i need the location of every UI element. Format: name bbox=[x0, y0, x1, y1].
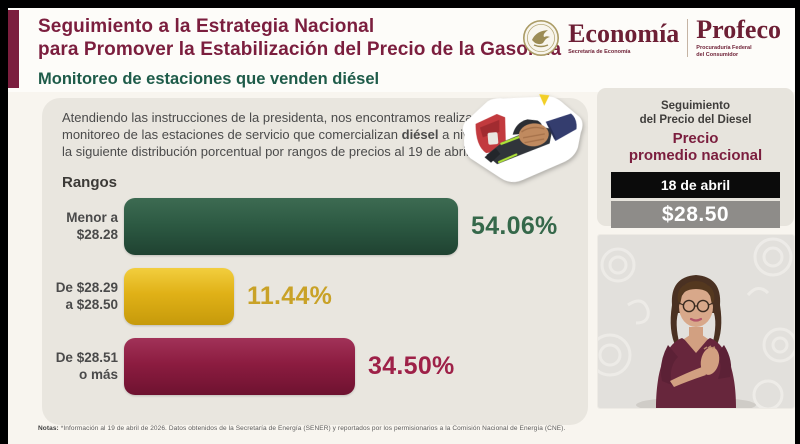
profeco-logo-text: Profeco bbox=[696, 15, 781, 44]
footnote-label: Notas: bbox=[38, 425, 59, 432]
bar-label-line1: Menor a bbox=[66, 209, 118, 225]
header-band: Seguimiento a la Estrategia Nacional par… bbox=[8, 8, 795, 92]
bar-label: De $28.29 a $28.50 bbox=[42, 280, 118, 314]
page-title: Seguimiento a la Estrategia Nacional par… bbox=[38, 15, 561, 61]
economia-logo-subtext: Secretaría de Economía bbox=[568, 48, 631, 55]
page-subtitle: Monitoreo de estaciones que venden diése… bbox=[38, 70, 380, 88]
bar-label-line2: a $28.50 bbox=[65, 296, 118, 312]
price-card-heading-line2: del Precio del Diesel bbox=[639, 114, 752, 127]
intro-bold-word: diésel bbox=[401, 127, 439, 143]
intro-text-before: Atendiendo las instrucciones de la presi… bbox=[62, 110, 513, 143]
bar-segment bbox=[124, 198, 458, 255]
chart-title: Rangos bbox=[62, 174, 118, 191]
price-card-subheading-line1: Precio bbox=[672, 129, 719, 147]
price-badge: $28.50 bbox=[611, 201, 780, 229]
price-summary-card: Seguimiento del Precio del Diesel Precio… bbox=[597, 88, 794, 229]
profeco-logo-subtext: Procuraduría Federal del Consumidor bbox=[696, 45, 751, 59]
profeco-logo: Profeco Procuraduría Federal del Consumi… bbox=[696, 17, 781, 59]
bar-value-label: 34.50% bbox=[368, 352, 455, 380]
logos: Economía Secretaría de Economía Profeco … bbox=[522, 17, 781, 59]
logo-divider bbox=[687, 19, 689, 58]
page-title-line2: para Promover la Estabilización del Prec… bbox=[38, 39, 562, 61]
profeco-logo-subtext-line1: Procuraduría Federal bbox=[696, 45, 752, 51]
economia-logo-text: Economía bbox=[568, 18, 680, 48]
bar-value-label: 11.44% bbox=[247, 282, 333, 310]
sign-language-interpreter-video bbox=[598, 235, 794, 408]
bar-label-line2: o más bbox=[78, 366, 118, 382]
bar-chart: Menor a $28.28 54.06% De $28.29 a $28.50… bbox=[42, 198, 588, 408]
chart-row-medio: De $28.29 a $28.50 11.44% bbox=[42, 268, 588, 325]
economia-logo: Economía Secretaría de Economía bbox=[568, 18, 680, 56]
price-card-heading: Seguimiento del Precio del Diesel bbox=[597, 99, 794, 128]
accent-stripe bbox=[8, 10, 19, 88]
page-title-line1: Seguimiento a la Estrategia Nacional bbox=[38, 16, 375, 37]
bar-segment bbox=[124, 268, 234, 325]
price-card-subheading-line2: promedio nacional bbox=[628, 147, 763, 164]
chart-row-mayor: De $28.51 o más 34.50% bbox=[42, 338, 588, 395]
bar-segment bbox=[124, 338, 355, 395]
bar-label: De $28.51 o más bbox=[42, 350, 118, 384]
price-card-subheading: Precio promedio nacional bbox=[597, 130, 794, 165]
price-card-heading-line1: Seguimiento bbox=[660, 100, 730, 112]
bar-label-line2: $28.28 bbox=[76, 226, 118, 242]
profeco-logo-subtext-line2: del Consumidor bbox=[696, 52, 739, 59]
footnote-text: *Información al 19 de abril de 2026. Dat… bbox=[58, 425, 566, 432]
date-badge: 18 de abril bbox=[611, 172, 780, 199]
government-seal-icon bbox=[523, 20, 560, 57]
chart-row-menor: Menor a $28.28 54.06% bbox=[42, 198, 588, 255]
bar-label-line1: De $28.51 bbox=[55, 349, 118, 365]
bar-label-line1: De $28.29 bbox=[55, 279, 118, 295]
bar-value-label: 54.06% bbox=[471, 212, 558, 240]
footnote: Notas: *Información al 19 de abril de 20… bbox=[38, 425, 565, 432]
slide: Seguimiento a la Estrategia Nacional par… bbox=[8, 8, 795, 444]
bar-label: Menor a $28.28 bbox=[42, 210, 118, 244]
fuel-nozzle-illustration bbox=[462, 94, 583, 183]
